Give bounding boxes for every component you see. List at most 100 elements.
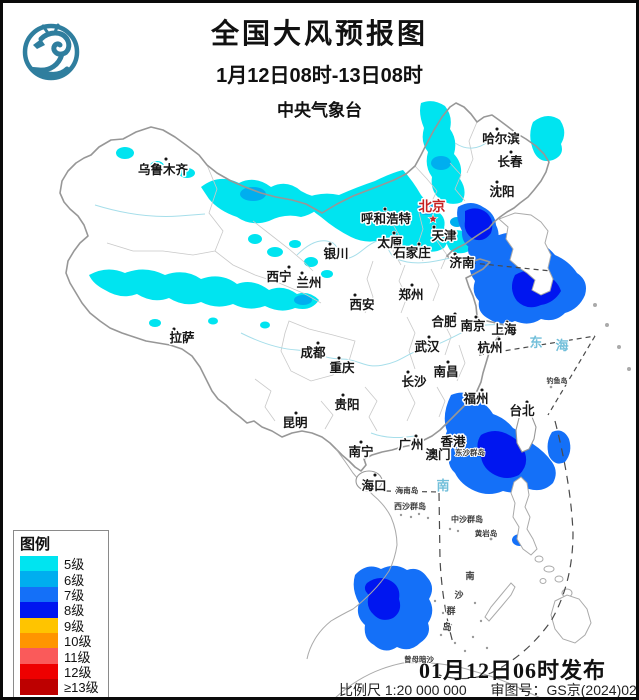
luzon-island xyxy=(510,476,538,556)
city-label: 合肥 xyxy=(431,314,457,329)
city-label: 广州 xyxy=(398,437,423,452)
legend-title: 图例 xyxy=(20,536,51,553)
legend-swatch-lv8 xyxy=(20,602,58,618)
city-label: 福州 xyxy=(462,391,488,406)
city-marker: 拉萨 xyxy=(168,326,196,347)
legend-swatch-lv7 xyxy=(20,586,58,603)
city-label: 济南 xyxy=(449,255,475,270)
city-label: 西安 xyxy=(349,297,374,312)
province-boundaries xyxy=(106,121,478,432)
legend-label: 9级 xyxy=(64,618,85,634)
island-label: 曾母暗沙 xyxy=(404,654,434,664)
capital-marker: 北京 xyxy=(417,197,447,224)
city-label: 昆明 xyxy=(282,415,307,430)
city-label: 重庆 xyxy=(329,360,355,375)
city-label: 哈尔滨 xyxy=(482,131,520,146)
city-marker: 合肥 xyxy=(430,311,458,331)
legend-label: 8级 xyxy=(64,603,85,619)
city-label: 太原 xyxy=(377,235,403,250)
city-label: 武汉 xyxy=(414,339,440,354)
island-label: 西沙群岛 xyxy=(394,501,426,511)
china-outline xyxy=(59,102,550,472)
city-label: 南京 xyxy=(460,318,486,333)
city-marker: 银川 xyxy=(322,241,350,263)
legend-item-lv9: 9级 xyxy=(20,617,104,634)
legend-label: 5级 xyxy=(64,557,85,573)
cma-logo xyxy=(19,19,83,83)
map-scale-line: 比例尺 1:20 000 000 审图号：GS京(2024)0236号 xyxy=(339,680,636,698)
foreign-coastlines xyxy=(306,212,631,697)
city-marker: 郑州 xyxy=(397,282,425,304)
issue-time: 01月12日06时发布 xyxy=(418,658,606,683)
city-label: 沈阳 xyxy=(489,184,514,199)
city-label: 兰州 xyxy=(296,275,321,290)
city-label: 石家庄 xyxy=(392,245,431,260)
city-label: 拉萨 xyxy=(169,330,195,345)
island-label: 东沙群岛 xyxy=(455,447,485,457)
city-marker: 兰州 xyxy=(295,270,323,292)
legend-item-lv6: 6级 xyxy=(20,571,104,588)
city-marker: 香港 xyxy=(438,433,468,451)
city-label: 成都 xyxy=(300,345,326,360)
city-label: 长沙 xyxy=(401,374,427,389)
city-marker: 哈尔滨 xyxy=(481,126,522,148)
legend-rows: 5级 6级 7级 8级 9级 10级 11级 12级 ≥13级 xyxy=(20,556,104,695)
city-marker: 西安 xyxy=(348,292,376,314)
city-marker: 台北 xyxy=(508,399,536,420)
sea-labels: 东海南 xyxy=(435,334,569,494)
city-marker: 南宁 xyxy=(347,439,375,461)
legend-swatch-lv5 xyxy=(20,556,58,572)
city-marker: 武汉 xyxy=(413,334,441,356)
city-marker: 长沙 xyxy=(400,369,428,391)
palawan-island xyxy=(484,582,516,622)
mindanao-island xyxy=(550,594,592,644)
legend-swatch-lv12 xyxy=(20,663,58,680)
legend-label: 12级 xyxy=(64,664,92,680)
borneo-coast xyxy=(335,662,540,697)
city-marker: 重庆 xyxy=(328,355,356,377)
city-marker: 贵阳 xyxy=(333,392,361,414)
scale-value: 比例尺 1:20 000 000 xyxy=(339,682,467,698)
legend-item-lv11: 11级 xyxy=(20,648,104,665)
wind-areas-level6 xyxy=(240,156,464,305)
sea-label: 南 xyxy=(436,478,449,493)
legend-item-lv12: 12级 xyxy=(20,663,104,680)
city-label: 澳门 xyxy=(425,447,450,462)
island-label: 岛 xyxy=(442,621,451,632)
city-marker: 广州 xyxy=(397,433,425,454)
legend-label: 7级 xyxy=(64,587,85,603)
city-label: 上海 xyxy=(491,322,517,337)
legend-label: ≥13级 xyxy=(64,680,99,696)
city-marker: 福州 xyxy=(461,387,490,408)
city-label: 西宁 xyxy=(266,269,291,284)
maritime-dashed-lines xyxy=(385,260,596,680)
city-marker: 成都 xyxy=(299,340,327,362)
city-marker: 南昌 xyxy=(432,359,460,381)
city-label: 银川 xyxy=(323,246,348,261)
korea-peninsula xyxy=(498,212,554,296)
legend-box: 图例 5级 6级 7级 8级 9级 10级 11级 12级 ≥13级 xyxy=(13,530,109,697)
city-label: 台北 xyxy=(509,403,535,418)
island-label: 群 xyxy=(445,605,455,616)
island-label: 海南岛 xyxy=(396,485,419,495)
city-label: 呼和浩特 xyxy=(361,211,412,226)
city-label: 南昌 xyxy=(433,364,458,379)
legend-item-lv8: 8级 xyxy=(20,602,104,619)
taiwan-island xyxy=(515,409,537,453)
legend-item-lv5: 5级 xyxy=(20,556,104,573)
sea-label: 海 xyxy=(555,338,568,353)
city-label: 杭州 xyxy=(477,340,502,355)
city-marker: 澳门 xyxy=(424,446,452,464)
legend-label: 6级 xyxy=(64,572,85,588)
city-label: 乌鲁木齐 xyxy=(138,162,189,177)
city-label: 长春 xyxy=(497,154,523,169)
island-label: 南 xyxy=(465,570,474,581)
legend-swatch-lv9 xyxy=(20,617,58,633)
legend-label: 10级 xyxy=(64,634,92,650)
city-marker: 海口 xyxy=(360,472,388,495)
legend-label: 11级 xyxy=(64,649,91,665)
city-marker: 呼和浩特 xyxy=(359,206,413,228)
